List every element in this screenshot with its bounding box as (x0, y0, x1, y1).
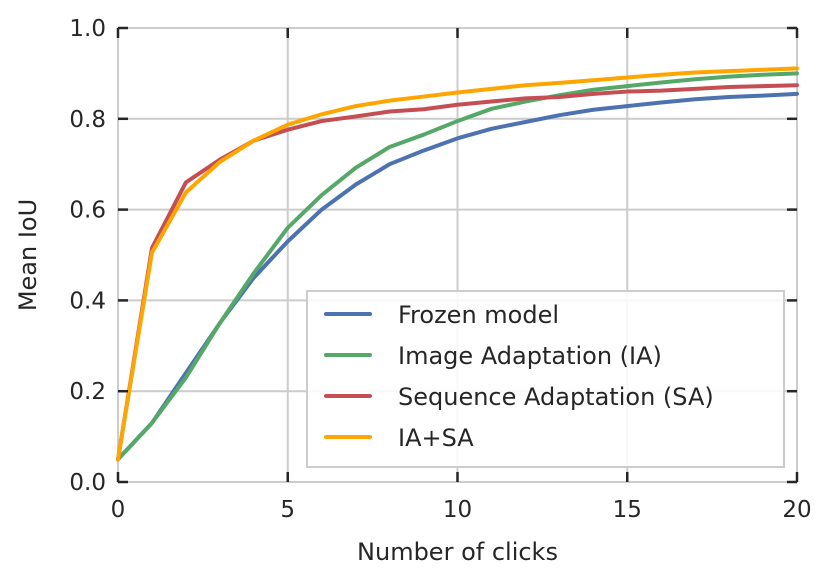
axis-ticks (116, 26, 799, 484)
legend: Frozen model Image Adaptation (IA) Sequenc… (306, 290, 785, 468)
y-tick-label: 0.4 (69, 288, 106, 314)
y-tick-label: 1.0 (69, 16, 106, 42)
legend-label-1: Image Adaptation (IA) (398, 342, 662, 370)
legend-label-2: Sequence Adaptation (SA) (398, 383, 714, 411)
x-tick-label: 10 (443, 497, 472, 523)
series-lines (116, 66, 799, 462)
x-tick-label: 0 (111, 497, 126, 523)
y-tick-label: 0.8 (69, 107, 106, 133)
series-line-1 (116, 71, 799, 462)
y-tick-label: 0.2 (69, 379, 106, 405)
y-axis-title: Mean IoU (14, 199, 42, 311)
x-tick-label: 15 (613, 497, 642, 523)
x-tick-labels: 0 5 10 15 20 (111, 497, 812, 523)
y-tick-label: 0.6 (69, 198, 106, 224)
y-tick-label: 0.0 (69, 470, 106, 496)
x-axis-title: Number of clicks (357, 538, 558, 566)
y-tick-labels: 0.0 0.2 0.4 0.6 0.8 1.0 (69, 16, 106, 496)
legend-label-3: IA+SA (398, 424, 474, 452)
series-line-3 (116, 66, 799, 462)
x-tick-label: 5 (280, 497, 295, 523)
legend-label-0: Frozen model (398, 301, 559, 329)
x-tick-label: 20 (782, 497, 811, 523)
legend-box (306, 290, 785, 468)
